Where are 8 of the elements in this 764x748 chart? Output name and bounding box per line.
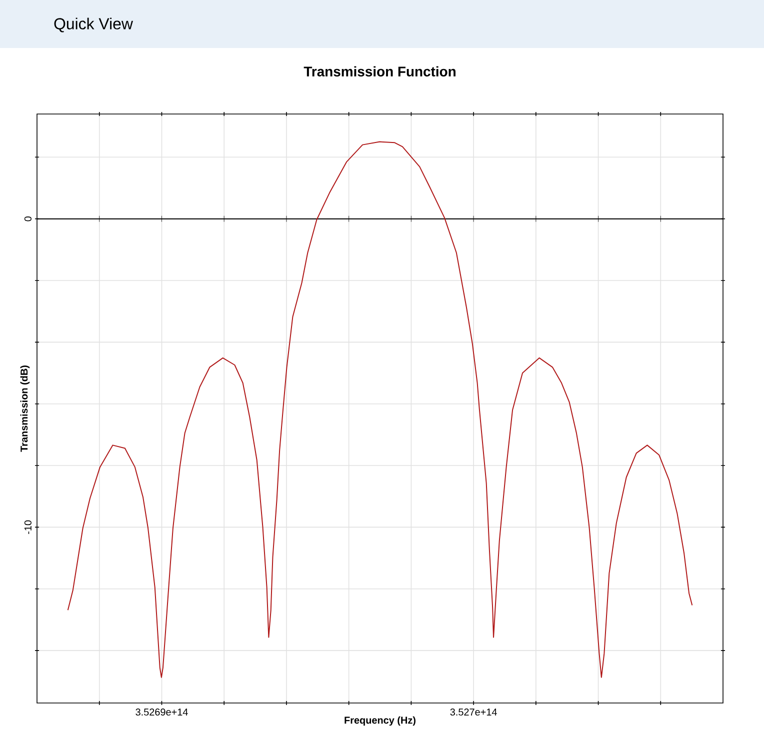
chart-title: Transmission Function [304,66,456,76]
y-tick-label: 0 [24,216,32,222]
x-axis-title: Frequency (Hz) [344,716,416,726]
y-axis-title: Transmission (dB) [20,366,30,452]
text: Quick View [54,18,133,32]
x-tick-label: 3.5269e+14 [136,708,188,716]
y-tick-label: -10 [24,520,32,534]
x-tick-label: 3.527e+14 [450,708,497,716]
